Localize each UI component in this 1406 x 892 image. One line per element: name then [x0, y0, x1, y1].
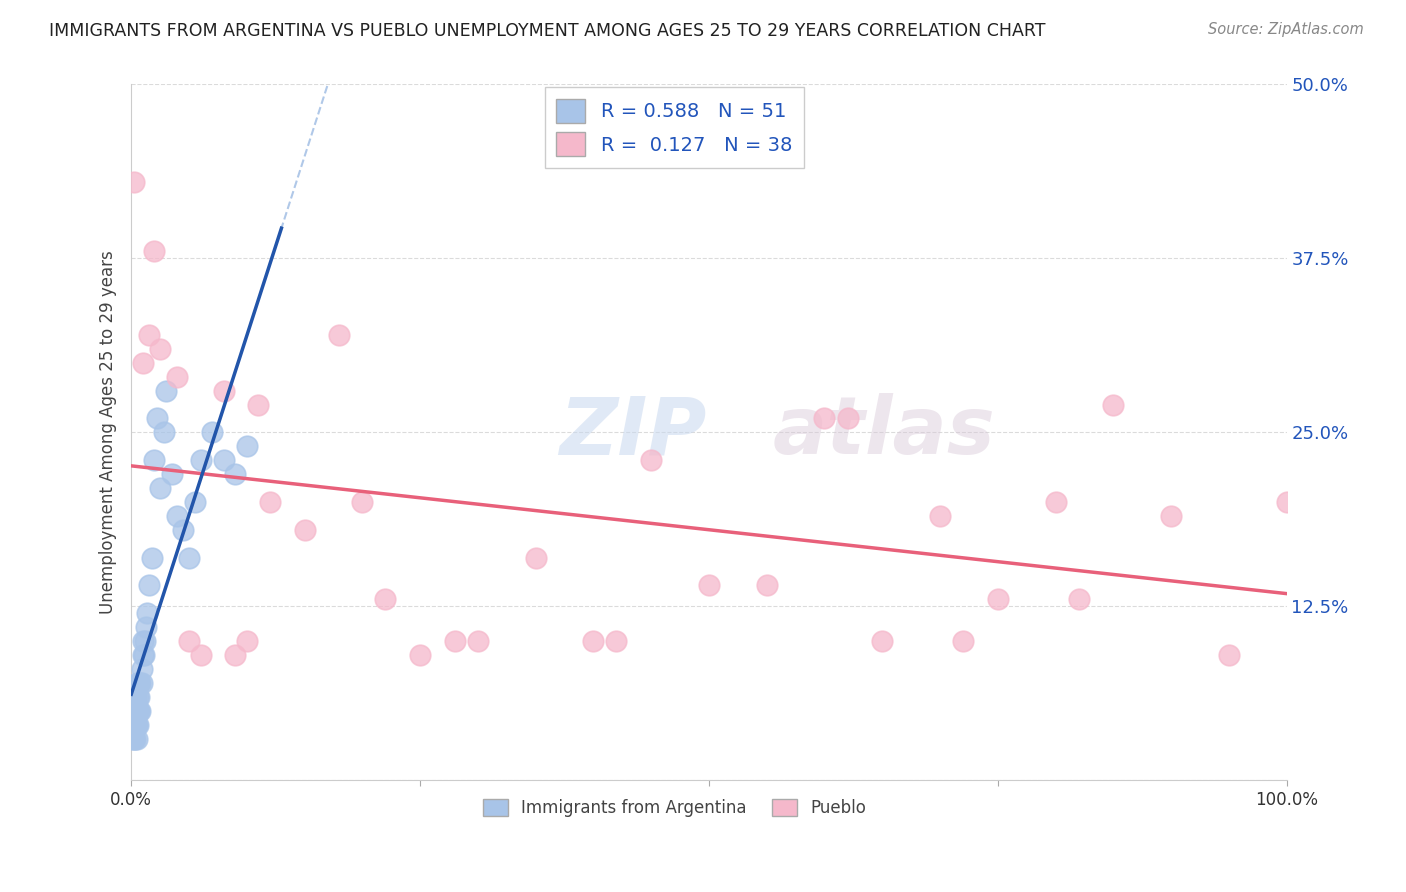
Point: [236, 439, 259, 453]
Legend: Immigrants from Argentina, Pueblo: Immigrants from Argentina, Pueblo: [477, 793, 873, 824]
Point: [1045, 495, 1067, 509]
Point: [129, 676, 152, 690]
Point: [524, 550, 547, 565]
Point: [837, 411, 859, 425]
Point: [122, 175, 145, 189]
Point: [122, 731, 145, 746]
Point: [212, 453, 235, 467]
Point: [409, 648, 432, 662]
Point: [697, 578, 720, 592]
Point: [145, 411, 167, 425]
Text: atlas: atlas: [772, 393, 995, 471]
Point: [125, 717, 148, 731]
Point: [201, 425, 224, 440]
Point: [132, 648, 155, 662]
Point: [1218, 648, 1240, 662]
Y-axis label: Unemployment Among Ages 25 to 29 years: Unemployment Among Ages 25 to 29 years: [100, 251, 117, 615]
Point: [166, 369, 188, 384]
Point: [125, 690, 148, 704]
Point: [467, 634, 489, 648]
Point: [247, 398, 270, 412]
Point: [870, 634, 893, 648]
Point: [134, 634, 156, 648]
Point: [127, 690, 149, 704]
Point: [131, 662, 153, 676]
Point: [121, 717, 143, 731]
Point: [124, 704, 146, 718]
Point: [121, 731, 143, 746]
Point: [131, 676, 153, 690]
Point: [138, 578, 160, 592]
Point: [443, 634, 465, 648]
Point: [155, 384, 177, 398]
Point: [1160, 508, 1182, 523]
Point: [129, 704, 152, 718]
Point: [125, 676, 148, 690]
Point: [121, 704, 143, 718]
Point: [166, 508, 188, 523]
Point: [136, 607, 159, 621]
Point: [125, 717, 148, 731]
Point: [177, 634, 200, 648]
Point: [125, 731, 148, 746]
Point: [149, 342, 172, 356]
Point: [224, 648, 246, 662]
Point: [1275, 495, 1298, 509]
Point: [172, 523, 194, 537]
Point: [212, 384, 235, 398]
Point: [190, 453, 212, 467]
Point: [143, 453, 166, 467]
Point: [184, 495, 207, 509]
Point: [224, 467, 246, 482]
Point: [124, 690, 146, 704]
Point: [987, 592, 1010, 607]
Text: IMMIGRANTS FROM ARGENTINA VS PUEBLO UNEMPLOYMENT AMONG AGES 25 TO 29 YEARS CORRE: IMMIGRANTS FROM ARGENTINA VS PUEBLO UNEM…: [49, 22, 1046, 40]
Point: [127, 704, 149, 718]
Text: ZIP: ZIP: [558, 393, 706, 471]
Point: [135, 620, 157, 634]
Point: [122, 717, 145, 731]
Point: [813, 411, 835, 425]
Point: [190, 648, 212, 662]
Point: [1102, 398, 1125, 412]
Point: [640, 453, 662, 467]
Point: [236, 634, 259, 648]
Point: [952, 634, 974, 648]
Point: [352, 495, 374, 509]
Point: [755, 578, 778, 592]
Point: [122, 704, 145, 718]
Point: [141, 550, 163, 565]
Point: [128, 690, 150, 704]
Point: [138, 328, 160, 343]
Point: [605, 634, 627, 648]
Point: [124, 731, 146, 746]
Point: [160, 467, 183, 482]
Point: [374, 592, 396, 607]
Point: [294, 523, 316, 537]
Point: [152, 425, 174, 440]
Point: [582, 634, 605, 648]
Point: [177, 550, 200, 565]
Point: [128, 676, 150, 690]
Point: [149, 481, 172, 495]
Point: [132, 356, 155, 370]
Point: [259, 495, 281, 509]
Point: [127, 717, 149, 731]
Point: [122, 690, 145, 704]
Text: Source: ZipAtlas.com: Source: ZipAtlas.com: [1208, 22, 1364, 37]
Point: [143, 244, 166, 259]
Point: [125, 704, 148, 718]
Point: [132, 648, 155, 662]
Point: [125, 704, 148, 718]
Point: [1067, 592, 1090, 607]
Point: [124, 717, 146, 731]
Point: [132, 634, 155, 648]
Point: [128, 704, 150, 718]
Point: [929, 508, 952, 523]
Point: [328, 328, 350, 343]
